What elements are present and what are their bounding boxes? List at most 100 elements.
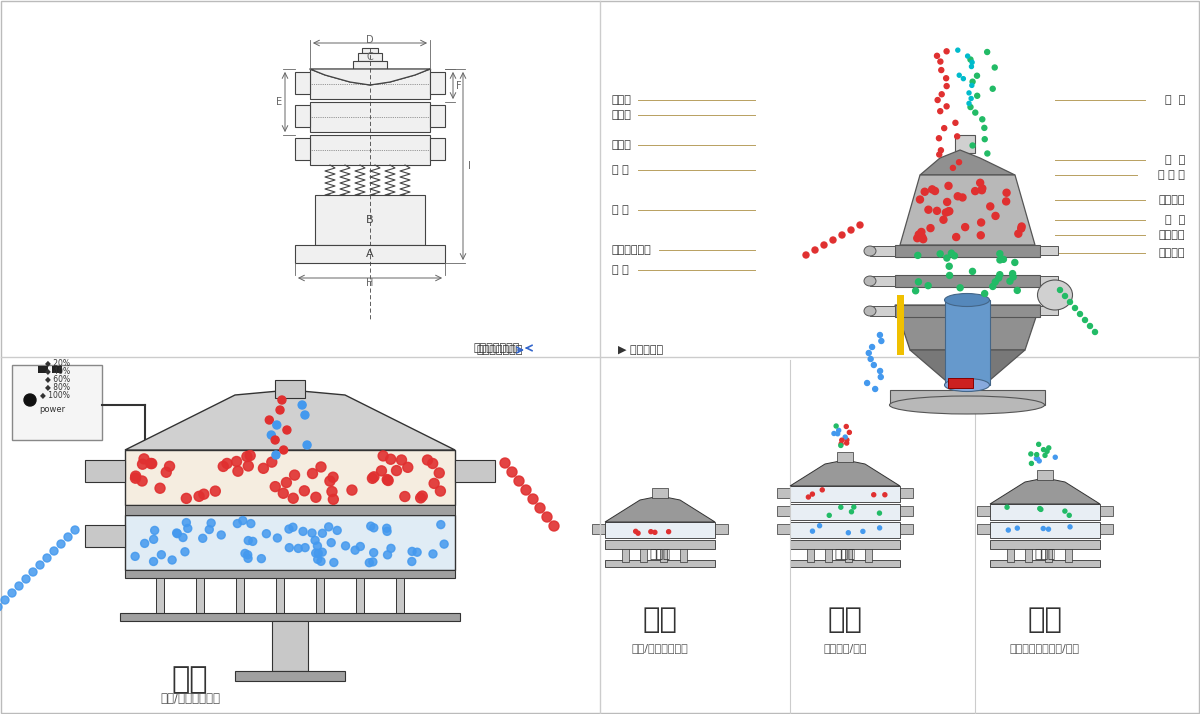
Bar [362, 48, 378, 53]
Circle shape [316, 462, 326, 472]
Circle shape [940, 216, 947, 223]
Circle shape [946, 182, 952, 189]
Circle shape [1028, 452, 1033, 456]
Circle shape [938, 68, 943, 73]
Bar [196, 578, 204, 613]
Circle shape [181, 493, 191, 503]
Text: 去除异物/结块: 去除异物/结块 [823, 643, 866, 653]
Circle shape [972, 188, 979, 195]
Circle shape [944, 208, 952, 215]
Text: ◆ 80%: ◆ 80% [46, 383, 70, 391]
Circle shape [266, 457, 277, 467]
Circle shape [313, 555, 322, 563]
Circle shape [383, 475, 392, 485]
Circle shape [508, 467, 517, 477]
Circle shape [997, 257, 1003, 263]
Bar [310, 135, 430, 165]
Circle shape [958, 285, 964, 291]
Circle shape [871, 493, 876, 497]
Circle shape [1087, 323, 1092, 328]
Bar [605, 540, 715, 549]
Ellipse shape [944, 293, 990, 306]
Circle shape [1034, 453, 1039, 456]
Circle shape [386, 544, 395, 553]
Bar [1007, 548, 1014, 562]
Circle shape [325, 523, 332, 531]
Circle shape [1039, 508, 1043, 511]
Circle shape [968, 57, 973, 62]
Circle shape [1057, 288, 1062, 293]
Circle shape [938, 148, 943, 153]
Circle shape [173, 530, 181, 538]
Bar [790, 504, 900, 520]
Circle shape [1045, 449, 1049, 453]
Circle shape [943, 76, 949, 81]
Circle shape [8, 589, 16, 597]
Circle shape [974, 74, 979, 79]
Circle shape [308, 529, 316, 537]
Circle shape [1, 596, 10, 604]
Circle shape [146, 458, 157, 468]
Circle shape [877, 368, 882, 373]
Circle shape [314, 549, 323, 558]
Text: D: D [366, 35, 374, 45]
Text: 下部重锤: 下部重锤 [1158, 248, 1186, 258]
Circle shape [278, 488, 288, 498]
Circle shape [437, 521, 445, 528]
Circle shape [137, 476, 148, 486]
Circle shape [342, 542, 349, 550]
Circle shape [218, 461, 228, 471]
Text: 分级: 分级 [642, 606, 678, 634]
Circle shape [258, 463, 269, 473]
Circle shape [1007, 278, 1013, 284]
Circle shape [966, 54, 970, 58]
Text: 束 环: 束 环 [612, 165, 629, 175]
Circle shape [839, 506, 842, 509]
Circle shape [940, 92, 944, 97]
Circle shape [970, 61, 974, 64]
Circle shape [1073, 306, 1078, 311]
Circle shape [257, 555, 265, 563]
Circle shape [649, 530, 653, 533]
Circle shape [959, 194, 966, 201]
Circle shape [413, 548, 421, 556]
Circle shape [817, 524, 822, 528]
Polygon shape [605, 496, 715, 522]
Ellipse shape [944, 378, 990, 391]
Circle shape [992, 65, 997, 70]
Polygon shape [895, 305, 1040, 350]
Circle shape [131, 473, 140, 483]
Circle shape [929, 186, 936, 193]
Circle shape [961, 223, 968, 231]
Circle shape [634, 529, 637, 533]
Ellipse shape [864, 246, 876, 256]
Bar [1040, 306, 1058, 315]
Text: H: H [366, 278, 373, 288]
Circle shape [325, 476, 335, 486]
Circle shape [50, 547, 58, 555]
Circle shape [982, 291, 988, 296]
Bar [125, 450, 455, 505]
Circle shape [521, 485, 530, 495]
Circle shape [415, 493, 426, 503]
Bar [38, 366, 48, 373]
Circle shape [944, 84, 949, 89]
Circle shape [29, 568, 37, 576]
Bar [52, 366, 62, 373]
Bar [356, 578, 364, 613]
Circle shape [367, 522, 374, 530]
Text: B: B [366, 215, 374, 225]
Ellipse shape [864, 276, 876, 286]
Bar [295, 72, 310, 94]
Circle shape [983, 136, 988, 141]
Circle shape [164, 461, 174, 471]
Circle shape [535, 503, 545, 513]
Bar [235, 671, 346, 681]
Circle shape [1043, 453, 1048, 458]
Circle shape [1001, 256, 1007, 262]
Bar [900, 506, 913, 516]
Text: C: C [367, 52, 373, 62]
Circle shape [263, 530, 270, 538]
Circle shape [400, 491, 410, 501]
Circle shape [131, 471, 140, 481]
